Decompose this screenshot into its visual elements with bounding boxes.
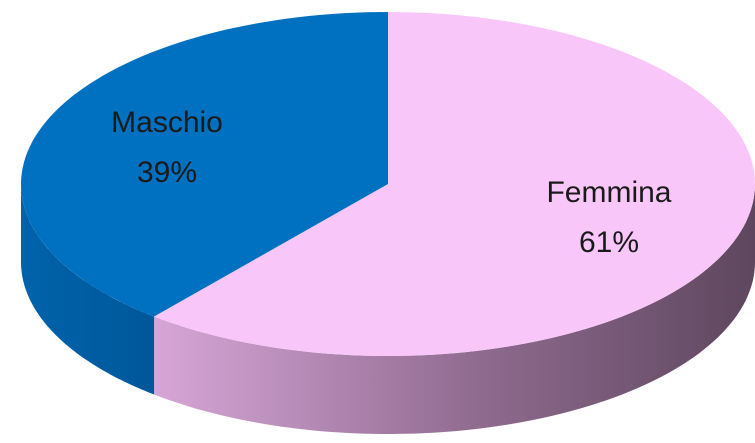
- slice-side: [154, 184, 755, 434]
- data-label-name: Femmina: [546, 176, 671, 209]
- data-label-value: 39%: [137, 156, 197, 189]
- data-label-name: Maschio: [111, 106, 223, 139]
- data-label-value: 61%: [579, 226, 639, 259]
- slice: [154, 12, 755, 356]
- slice-side: [21, 184, 155, 395]
- slice: [21, 12, 388, 317]
